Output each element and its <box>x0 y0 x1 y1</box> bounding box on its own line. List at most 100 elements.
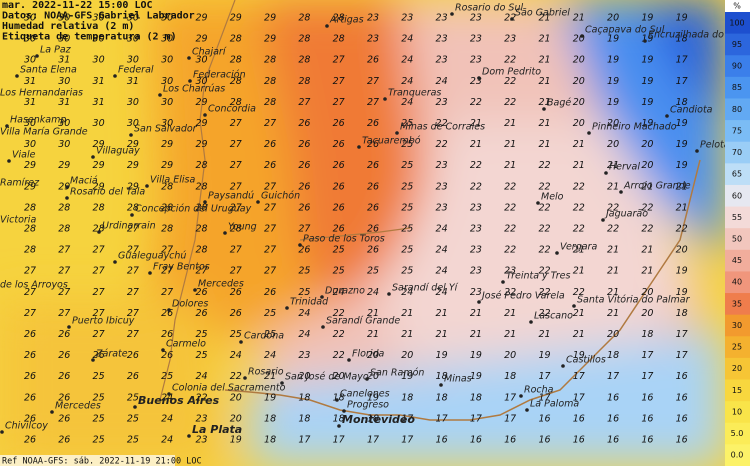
place-dot <box>321 325 325 329</box>
temp-label: 29 <box>195 139 207 150</box>
temp-label: 30 <box>58 76 70 87</box>
temp-label: 24 <box>161 413 173 424</box>
place-dot <box>67 325 71 329</box>
temp-label: 17 <box>401 435 413 446</box>
temp-label: 19 <box>573 350 585 361</box>
temp-label: 27 <box>24 287 36 298</box>
temp-label: 28 <box>230 76 242 87</box>
temp-label: 18 <box>264 435 276 446</box>
place-dot <box>285 306 289 310</box>
temp-label: 16 <box>470 435 482 446</box>
place-name: Arroio Grande <box>623 181 691 192</box>
temp-label: 26 <box>298 245 310 256</box>
temp-label: 28 <box>58 202 70 213</box>
place-name: Rosario <box>248 367 284 378</box>
temp-label: 18 <box>676 97 688 108</box>
place-dot <box>65 196 69 200</box>
temp-label: 28 <box>93 224 105 235</box>
place-dot <box>5 124 9 128</box>
place-name: Concordia <box>208 104 256 115</box>
place-name: Rosario del Tala <box>70 187 145 198</box>
temp-label: 30 <box>127 55 139 66</box>
place-dot <box>50 410 54 414</box>
colorbar-label: 5.0 <box>731 429 744 438</box>
place-dot <box>188 79 192 83</box>
place-dot <box>145 184 149 188</box>
place-name: Pinheiro Machado <box>592 122 677 133</box>
temp-label: 30 <box>24 118 36 129</box>
temp-label: 19 <box>607 76 619 87</box>
temp-label: 28 <box>161 202 173 213</box>
temp-label: 19 <box>676 139 688 150</box>
colorbar-swatch <box>725 422 750 445</box>
temp-label: 21 <box>401 329 413 340</box>
place-dot <box>357 145 361 149</box>
temp-label: 22 <box>230 371 242 382</box>
temp-label: 21 <box>573 329 585 340</box>
place-name: Vergara <box>560 242 597 253</box>
temp-label: 27 <box>264 224 276 235</box>
temp-label: 16 <box>607 392 619 403</box>
place-dot <box>113 260 117 264</box>
temp-label: 20 <box>230 413 242 424</box>
temp-label: 26 <box>298 202 310 213</box>
place-dot <box>239 340 243 344</box>
temp-label: 26 <box>298 139 310 150</box>
colorbar-swatch <box>725 379 750 402</box>
place-name: Rosario do Sul <box>455 3 523 14</box>
temp-label: 17 <box>538 392 550 403</box>
place-dot <box>395 131 399 135</box>
temp-label: 23 <box>436 13 448 24</box>
colorbar-label: 20 <box>732 364 742 373</box>
place-name: Tranqueras <box>388 88 441 99</box>
temp-label: 23 <box>470 202 482 213</box>
temp-label: 31 <box>58 97 70 108</box>
temp-label: 21 <box>538 329 550 340</box>
header-line: Datos: NOAA-GFS Gabriel Labrador <box>2 10 195 22</box>
temp-label: 26 <box>333 139 345 150</box>
place-name: Viale <box>12 150 36 161</box>
colorbar-label: 55 <box>732 213 742 222</box>
temp-label: 27 <box>230 245 242 256</box>
place-dot <box>580 34 584 38</box>
temp-label: 17 <box>641 350 653 361</box>
temp-label: 30 <box>93 118 105 129</box>
temp-label: 19 <box>607 55 619 66</box>
place-name: de los Arroyos <box>0 280 68 291</box>
temp-label: 25 <box>127 392 139 403</box>
place-dot <box>161 348 165 352</box>
place-name: La Plata <box>192 423 242 436</box>
temp-label: 16 <box>676 371 688 382</box>
temp-label: 19 <box>641 118 653 129</box>
temp-label: 17 <box>607 371 619 382</box>
temp-label: 28 <box>230 55 242 66</box>
colorbar-label: 10 <box>732 407 742 416</box>
temp-label: 16 <box>676 392 688 403</box>
place-dot <box>325 24 329 28</box>
place-dot <box>542 107 546 111</box>
temp-label: 26 <box>58 435 70 446</box>
temp-label: 30 <box>58 34 70 45</box>
temp-label: 26 <box>333 224 345 235</box>
temp-label: 16 <box>504 435 516 446</box>
place-dot <box>439 383 443 387</box>
place-dot <box>133 405 137 409</box>
temp-label: 25 <box>93 371 105 382</box>
place-name: Paysandú <box>208 191 254 202</box>
temp-label: 26 <box>58 350 70 361</box>
place-name: La Paloma <box>530 399 579 410</box>
temp-label: 16 <box>607 435 619 446</box>
temp-label: 24 <box>436 245 448 256</box>
temp-label: 27 <box>58 287 70 298</box>
temp-label: 27 <box>333 97 345 108</box>
temp-label: 26 <box>24 413 36 424</box>
colorbar-label: 60 <box>732 191 742 200</box>
temp-label: 27 <box>230 118 242 129</box>
temp-label: 24 <box>401 55 413 66</box>
temp-label: 18 <box>641 329 653 340</box>
temp-label: 26 <box>367 202 379 213</box>
place-dot <box>604 171 608 175</box>
temp-label: 26 <box>24 435 36 446</box>
temp-label: 29 <box>24 181 36 192</box>
temp-label: 24 <box>401 287 413 298</box>
